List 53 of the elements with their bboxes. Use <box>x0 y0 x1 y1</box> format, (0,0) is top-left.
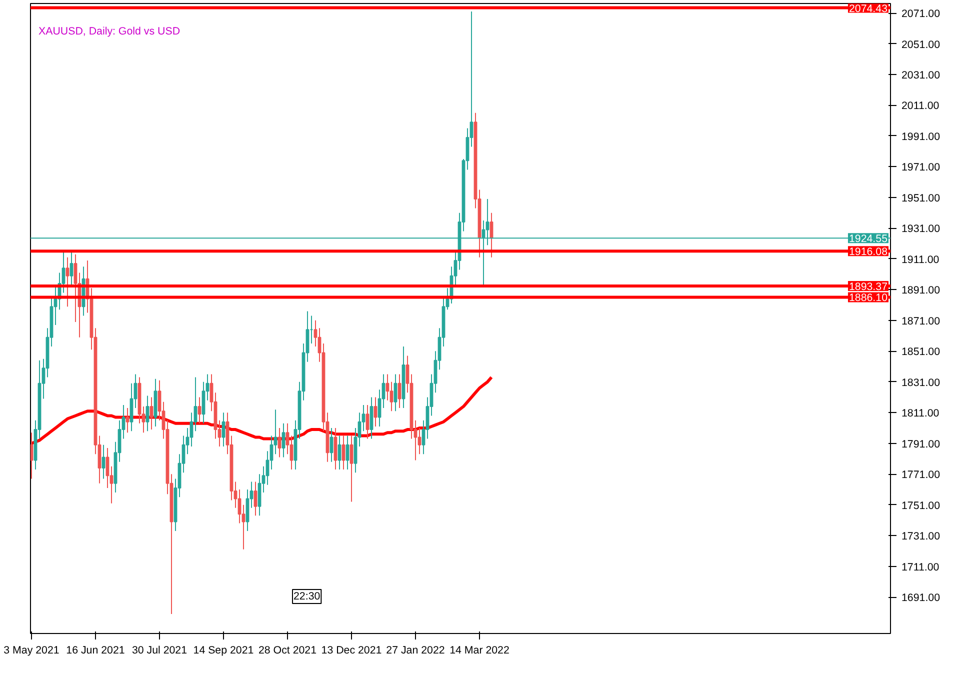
candlestick <box>146 395 150 432</box>
candlestick <box>390 381 394 412</box>
x-tick-label: 27 Jan 2022 <box>386 644 445 656</box>
candlestick <box>70 250 74 286</box>
y-tick-label: 2011.00 <box>902 100 940 112</box>
y-tick-label: 1931.00 <box>902 223 940 236</box>
y-tick-label: 1811.00 <box>902 408 940 420</box>
candlestick <box>278 428 282 458</box>
y-tick-label: 1991.00 <box>902 130 940 143</box>
text: XAUUSD, Daily: Gold vs USD <box>38 26 180 38</box>
ref-line-label: 1916.08 <box>848 246 888 258</box>
y-tick-label: 1911.00 <box>902 254 940 266</box>
y-tick-label: 1731.00 <box>902 530 940 543</box>
candlestick <box>418 428 422 455</box>
candlestick <box>282 422 286 458</box>
y-tick-label: 2031.00 <box>902 70 940 82</box>
candlestick <box>254 481 258 516</box>
ref-line-label: 1886.10 <box>848 292 888 304</box>
candlestick <box>66 256 70 308</box>
y-tick-label: 2051.00 <box>902 38 940 51</box>
ref-line-label: 2074.43 <box>848 2 888 15</box>
y-tick-label: 1711.00 <box>902 561 940 574</box>
candlestick <box>366 404 370 440</box>
y-tick-label: 1751.00 <box>902 500 940 512</box>
candlestick <box>74 254 78 322</box>
candlestick <box>30 432 34 480</box>
candlestick <box>394 374 398 412</box>
ref-line-label: 1924.55 <box>848 233 888 246</box>
x-tick-label: 14 Sep 2021 <box>193 644 254 656</box>
candlestick <box>334 428 338 470</box>
y-tick-label: 1971.00 <box>902 162 940 174</box>
y-tick-label: 1691.00 <box>902 592 940 604</box>
y-tick-label: 1771.00 <box>902 469 940 482</box>
candlestick <box>350 435 354 502</box>
y-tick-label: 1951.00 <box>902 192 940 204</box>
x-tick-label: 16 Jun 2021 <box>66 644 125 656</box>
x-tick-label: 13 Dec 2021 <box>321 644 382 656</box>
ref-line-label: 1893.37 <box>848 281 888 294</box>
y-tick-label: 1891.00 <box>902 284 940 297</box>
x-tick-label: 28 Oct 2021 <box>258 644 317 656</box>
candlestick <box>246 488 250 532</box>
x-tick-label: 30 Jul 2021 <box>132 644 188 656</box>
y-tick-label: 1791.00 <box>902 438 940 450</box>
annotation: 22:30 <box>294 590 320 602</box>
candlestick <box>398 374 402 409</box>
y-tick-label: 1831.00 <box>902 376 940 389</box>
x-tick-label: 3 May 2021 <box>4 644 60 656</box>
candlestick <box>102 444 106 480</box>
y-tick-label: 1871.00 <box>902 315 940 328</box>
x-tick-label: 14 Mar 2022 <box>450 644 510 656</box>
y-tick-label: 2071.00 <box>902 8 940 20</box>
y-tick-label: 1851.00 <box>902 346 940 358</box>
candlestick <box>126 408 130 434</box>
